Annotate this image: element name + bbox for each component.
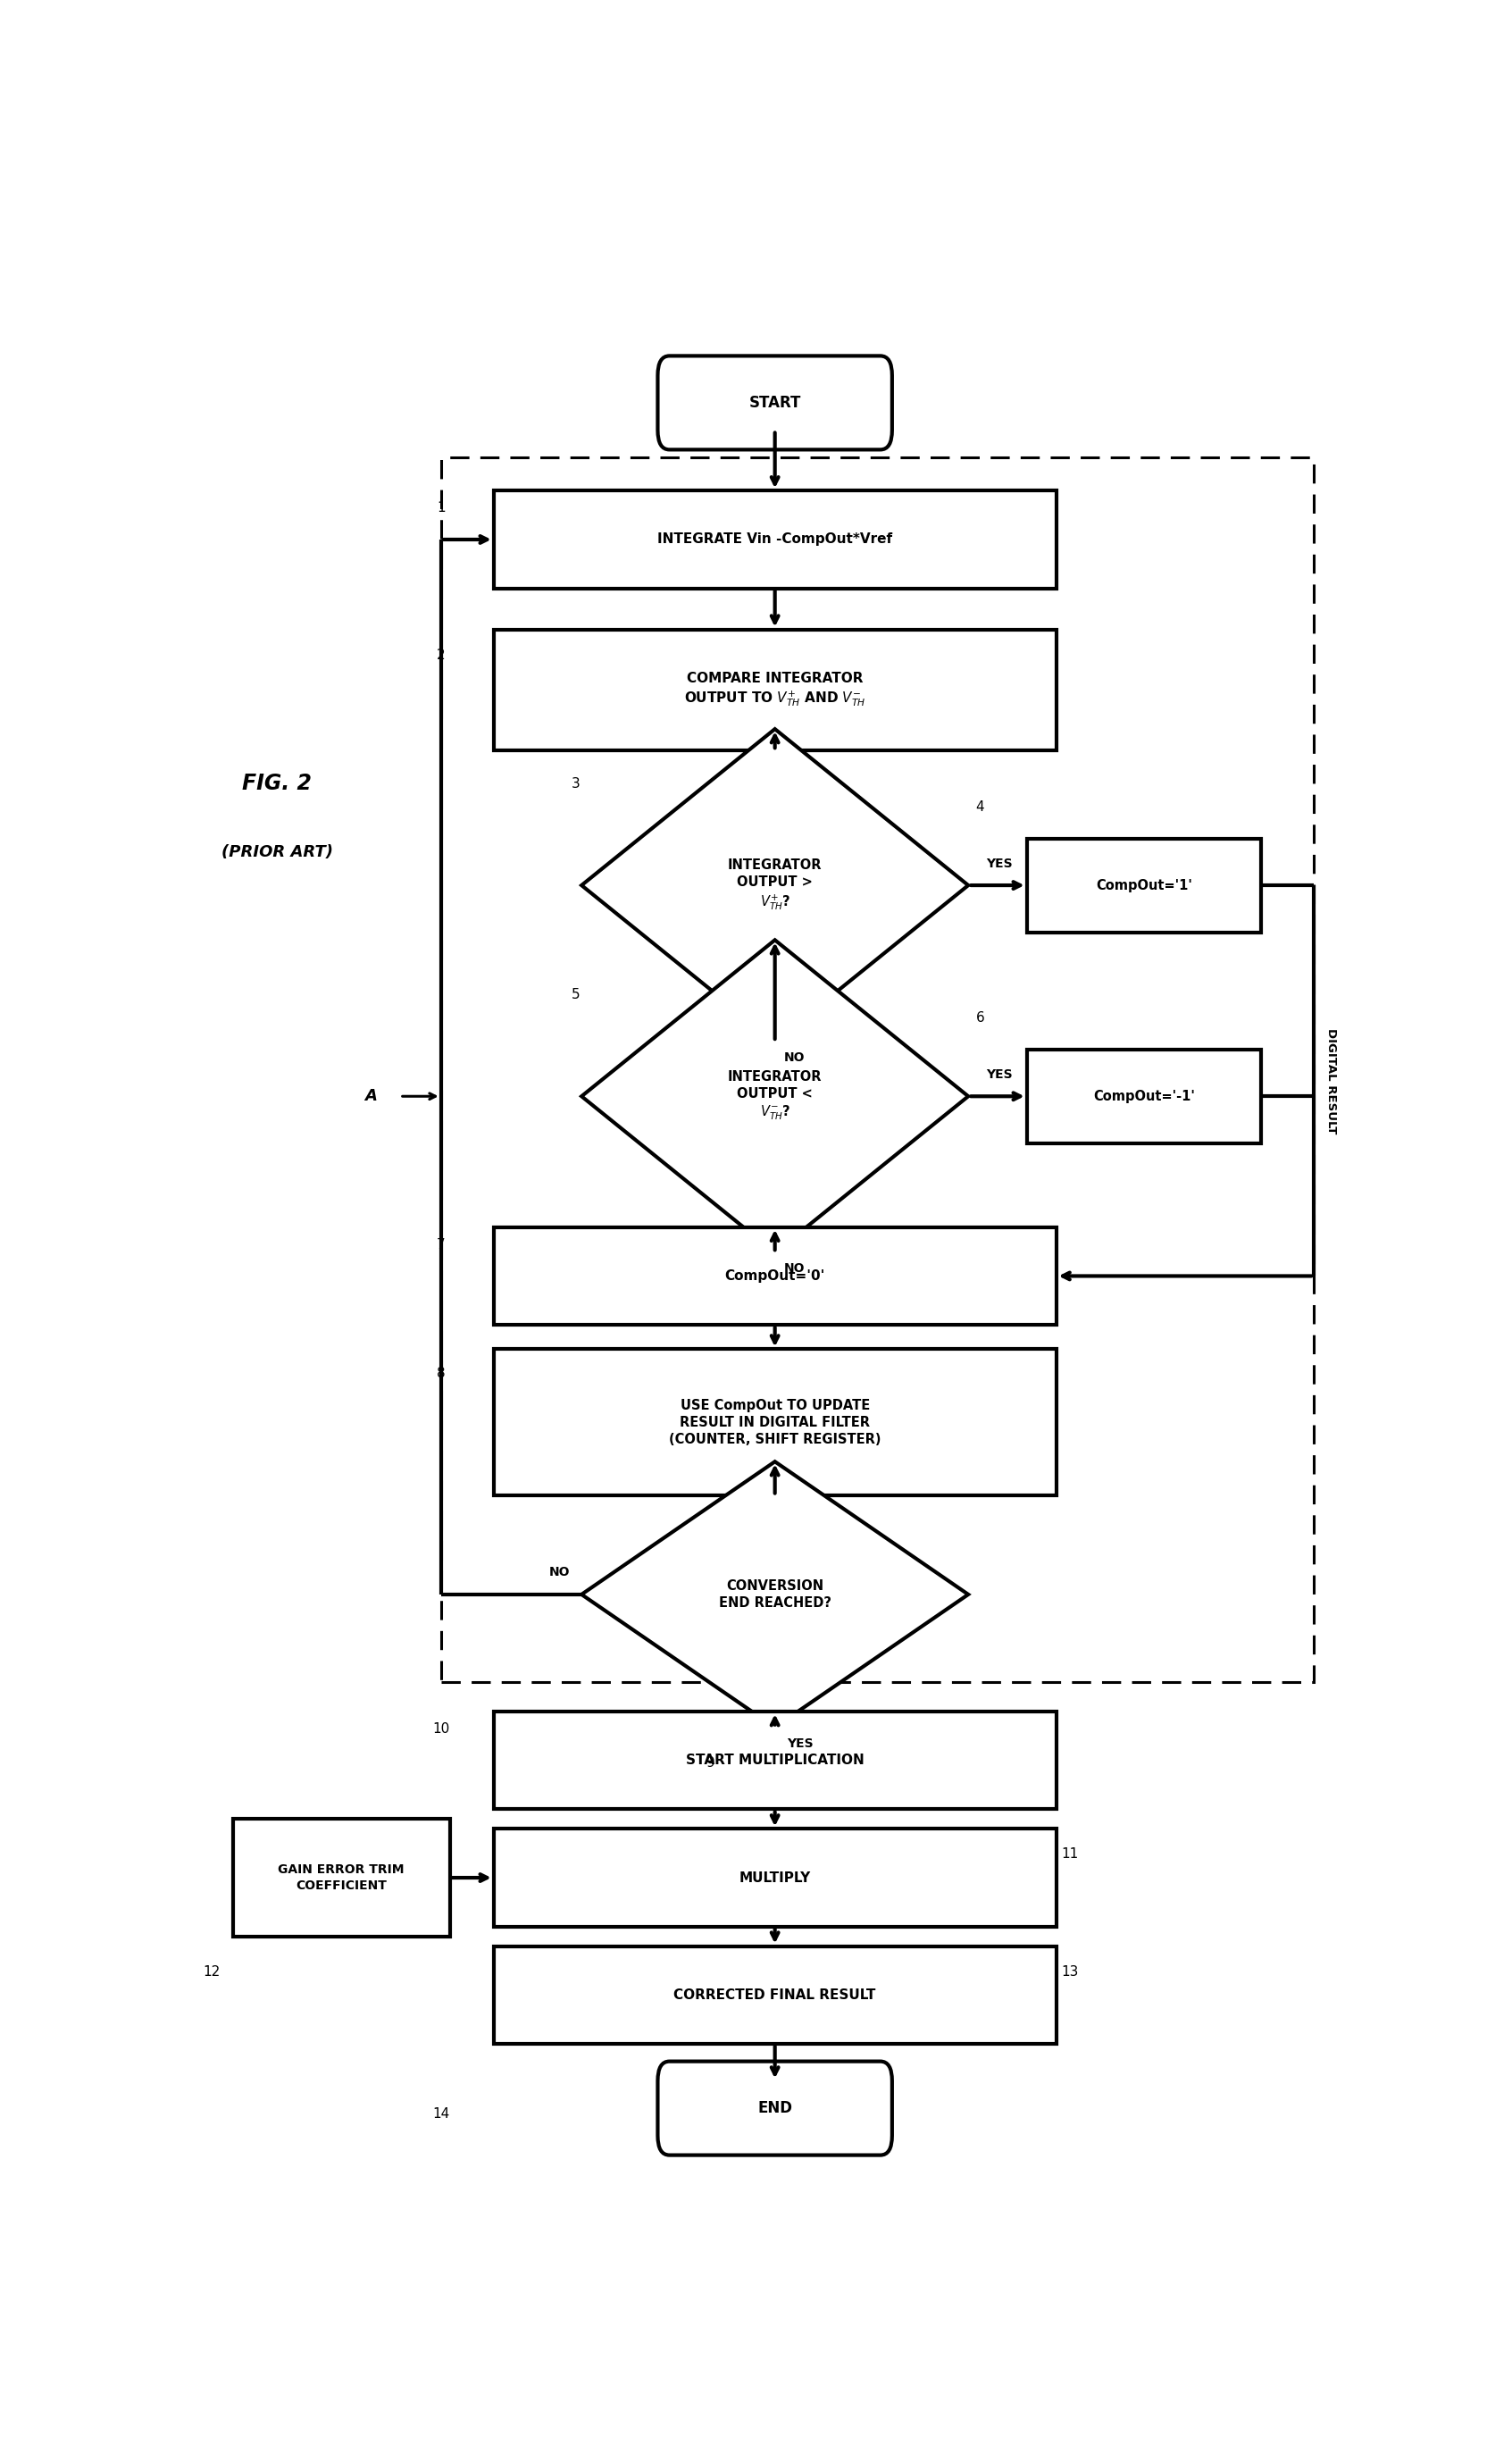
- Text: 5: 5: [572, 987, 581, 1002]
- Text: CORRECTED FINAL RESULT: CORRECTED FINAL RESULT: [674, 1988, 875, 2001]
- Text: 7: 7: [437, 1238, 445, 1253]
- Text: 9: 9: [706, 1755, 715, 1769]
- Text: 3: 3: [572, 778, 581, 790]
- Text: 1: 1: [437, 502, 445, 514]
- Text: INTEGRATOR
OUTPUT >
$V_{TH}^{+}$?: INTEGRATOR OUTPUT > $V_{TH}^{+}$?: [727, 859, 823, 913]
- Text: DIGITAL RESULT: DIGITAL RESULT: [1326, 1029, 1337, 1135]
- Polygon shape: [582, 728, 968, 1041]
- Text: START: START: [748, 394, 801, 411]
- Text: NO: NO: [785, 1051, 806, 1063]
- Polygon shape: [582, 940, 968, 1253]
- Bar: [233, 1819, 449, 1937]
- FancyBboxPatch shape: [658, 2062, 892, 2156]
- Text: CompOut='-1': CompOut='-1': [1093, 1090, 1194, 1103]
- Text: INTEGRATE Vin -CompOut*Vref: INTEGRATE Vin -CompOut*Vref: [658, 534, 892, 546]
- Bar: [493, 1829, 1055, 1927]
- Text: NO: NO: [549, 1565, 570, 1580]
- Bar: [493, 490, 1055, 588]
- Text: MULTIPLY: MULTIPLY: [739, 1870, 810, 1885]
- Text: YES: YES: [986, 856, 1012, 869]
- Text: END: END: [758, 2099, 792, 2116]
- Text: CompOut='0': CompOut='0': [724, 1270, 826, 1282]
- Text: YES: YES: [986, 1068, 1012, 1080]
- Bar: [1027, 1048, 1261, 1144]
- Text: 6: 6: [975, 1011, 984, 1024]
- Bar: [493, 630, 1055, 751]
- Text: (PRIOR ART): (PRIOR ART): [221, 844, 333, 861]
- Text: USE CompOut TO UPDATE
RESULT IN DIGITAL FILTER
(COUNTER, SHIFT REGISTER): USE CompOut TO UPDATE RESULT IN DIGITAL …: [668, 1400, 881, 1447]
- Bar: [493, 1713, 1055, 1809]
- Text: CompOut='1': CompOut='1': [1096, 879, 1191, 891]
- Bar: [442, 458, 1314, 1683]
- FancyBboxPatch shape: [658, 357, 892, 450]
- Text: NO: NO: [785, 1262, 806, 1275]
- Text: COMPARE INTEGRATOR
OUTPUT TO $V_{TH}^{+}$ AND $V_{TH}^{-}$: COMPARE INTEGRATOR OUTPUT TO $V_{TH}^{+}…: [683, 672, 866, 709]
- Text: 11: 11: [1061, 1848, 1078, 1861]
- Bar: [493, 1228, 1055, 1324]
- Text: 10: 10: [432, 1723, 449, 1735]
- Text: 14: 14: [432, 2107, 449, 2121]
- Text: GAIN ERROR TRIM
COEFFICIENT: GAIN ERROR TRIM COEFFICIENT: [278, 1863, 405, 1893]
- Text: A: A: [364, 1088, 376, 1105]
- Text: 8: 8: [437, 1366, 445, 1381]
- Text: START MULTIPLICATION: START MULTIPLICATION: [686, 1755, 863, 1767]
- Polygon shape: [582, 1462, 968, 1728]
- Bar: [493, 1349, 1055, 1496]
- Text: 13: 13: [1061, 1964, 1080, 1979]
- Text: YES: YES: [786, 1737, 813, 1750]
- Text: 2: 2: [437, 647, 445, 662]
- Text: FIG. 2: FIG. 2: [242, 773, 311, 795]
- Bar: [1027, 839, 1261, 933]
- Text: INTEGRATOR
OUTPUT <
$V_{TH}^{-}$?: INTEGRATOR OUTPUT < $V_{TH}^{-}$?: [727, 1071, 823, 1122]
- Text: CONVERSION
END REACHED?: CONVERSION END REACHED?: [718, 1580, 832, 1609]
- Bar: [493, 1947, 1055, 2043]
- Text: 12: 12: [203, 1964, 221, 1979]
- Text: 4: 4: [975, 800, 984, 815]
